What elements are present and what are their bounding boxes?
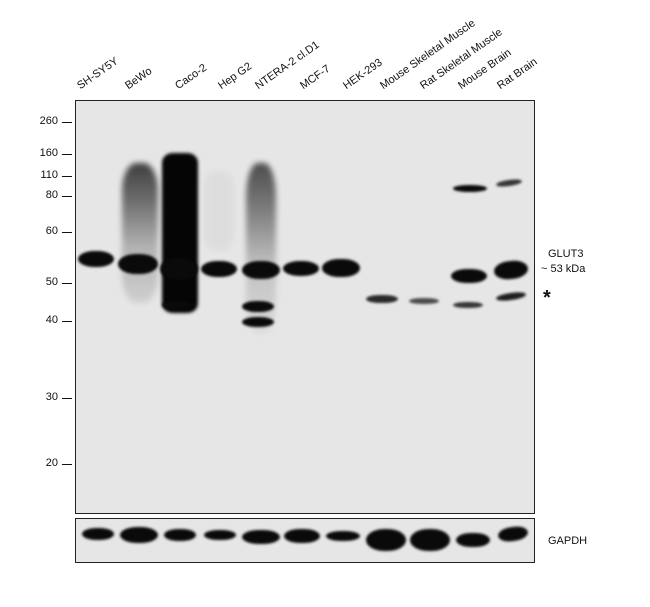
band-gapdh-bewo [120,527,158,543]
band-glut3-mcf7 [283,261,319,276]
band-gapdh-caco2 [164,529,196,541]
marker-60: 60 [45,225,58,237]
marker-tick-80 [62,196,72,197]
marker-tick-60 [62,232,72,233]
lane-label-caco2: Caco-2 [173,61,210,92]
target-size-label: ~ 53 kDa [541,263,586,275]
band-gapdh-rat-skeletal [410,529,450,551]
marker-160: 160 [39,147,58,159]
band-glut3-caco2 [160,258,198,280]
band-glut3-ntera2 [242,261,280,279]
marker-50: 50 [45,276,58,288]
marker-20: 20 [45,457,58,469]
band-glut3-bewo [118,254,158,274]
gapdh-blot-panel [75,518,535,563]
band-asterisk-rat-brain [495,290,527,303]
smear-caco2 [162,153,198,313]
target-name-label: GLUT3 [548,248,584,260]
loading-control-label: GAPDH [548,535,588,547]
lane-label-bewo: BeWo [123,65,155,92]
lane-label-sh-sy5y: SH-SY5Y [75,55,121,92]
marker-30: 30 [45,391,58,403]
smear-hepg2 [204,171,234,251]
lane-label-hek293: HEK-293 [341,56,385,92]
band-asterisk-mouse-skeletal [366,295,398,303]
band-gapdh-mouse-skeletal [366,529,406,551]
lane-label-hepg2: Hep G2 [216,60,255,92]
marker-tick-30 [62,398,72,399]
band-gapdh-ntera2 [242,530,280,544]
nonspecific-asterisk: * [543,287,551,309]
band-gapdh-mcf7 [284,529,320,543]
band-gapdh-mouse-brain [456,533,490,547]
band-gapdh-hek293 [326,531,360,541]
band-gapdh-hepg2 [204,530,236,540]
marker-40: 40 [45,314,58,326]
lane-label-mcf7: MCF-7 [298,62,333,92]
marker-80: 80 [45,189,58,201]
band-gapdh-sh-sy5y [82,528,114,540]
marker-260: 260 [39,115,58,127]
marker-tick-160 [62,154,72,155]
marker-tick-40 [62,321,72,322]
marker-110: 110 [40,169,58,181]
smear-bewo [122,163,158,303]
marker-tick-260 [62,122,72,123]
marker-tick-20 [62,464,72,465]
band-glut3-mouse-brain [451,269,487,283]
band-low-ntera2-upper [242,301,274,312]
marker-tick-110 [62,176,72,177]
marker-tick-50 [62,283,72,284]
band-asterisk-mouse-brain [453,302,483,308]
band-glut3-hek293 [322,259,360,277]
band-glut3-sh-sy5y [78,251,114,267]
band-high-rat-brain [495,178,523,188]
band-asterisk-rat-skeletal [409,298,439,304]
band-glut3-hepg2 [201,261,237,277]
main-blot-panel [75,100,535,514]
band-low-caco2 [162,301,192,309]
band-glut3-rat-brain [493,259,529,281]
band-high-mouse-brain [453,185,487,192]
band-gapdh-rat-brain [497,524,529,544]
band-low-ntera2-lower [242,317,274,327]
